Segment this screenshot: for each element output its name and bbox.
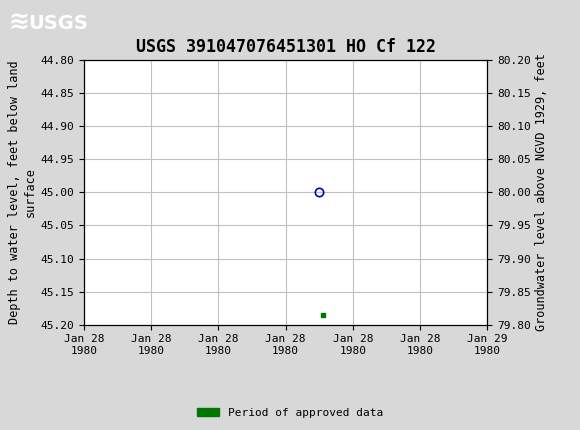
Text: ≋: ≋ — [8, 11, 29, 35]
Y-axis label: Groundwater level above NGVD 1929, feet: Groundwater level above NGVD 1929, feet — [535, 53, 548, 332]
Text: USGS: USGS — [28, 14, 88, 33]
Title: USGS 391047076451301 HO Cf 122: USGS 391047076451301 HO Cf 122 — [136, 38, 436, 56]
Legend: Period of approved data: Period of approved data — [193, 403, 387, 422]
Y-axis label: Depth to water level, feet below land
surface: Depth to water level, feet below land su… — [9, 61, 37, 324]
